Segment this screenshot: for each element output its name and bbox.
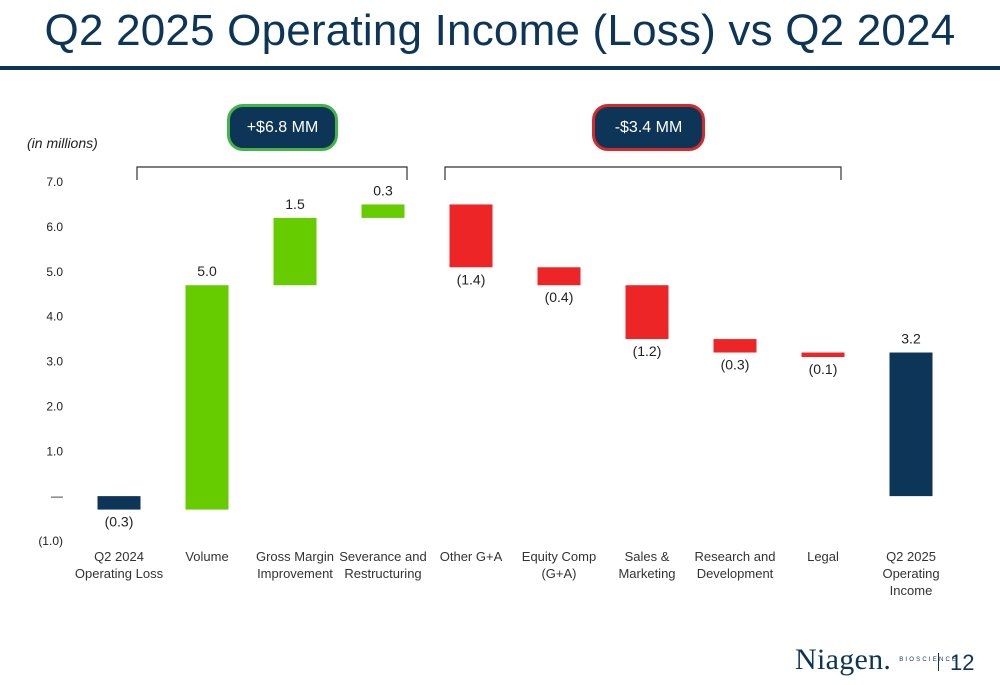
category-label: Restructuring [344,566,421,581]
category-label: Q2 2025 [886,549,936,564]
category-label: Improvement [257,566,333,581]
bar-data-label: 3.2 [901,331,921,347]
y-tick-label: 4.0 [46,310,63,324]
category-label: Marketing [618,566,675,581]
bar-data-label: 5.0 [197,263,217,279]
logo-subtext: BIOSCIENCE [899,657,959,663]
waterfall-bar [801,352,845,358]
category-label: Operating [882,566,939,581]
waterfall-bar [97,496,141,510]
logo-divider [938,653,939,671]
bar-data-label: (0.3) [105,514,134,530]
category-label: Operating Loss [75,566,164,581]
category-label: Sales & [625,549,670,564]
bar-data-label: (1.4) [457,271,486,287]
category-label: Equity Comp [522,549,596,564]
waterfall-bar [713,339,757,353]
units-label: (in millions) [27,135,98,151]
negative-impact-callout: -$3.4 MM [592,104,705,151]
waterfall-bar [625,285,669,340]
company-logo: Niagen. BIOSCIENCE [795,643,958,677]
positive-impact-callout: +$6.8 MM [227,104,338,151]
category-label: (G+A) [541,566,576,581]
bar-data-label: 0.3 [373,182,393,198]
y-tick-label: 5.0 [46,265,63,279]
waterfall-bar [185,285,229,510]
waterfall-bar [361,204,405,218]
y-tick-label: (1.0) [38,534,63,548]
y-tick-label: 2.0 [46,399,63,413]
category-label: Income [890,583,933,598]
category-label: Severance and [339,549,426,564]
category-label: Volume [185,549,228,564]
title-divider [0,66,1000,70]
bar-data-label: 1.5 [285,196,305,212]
y-tick-label: 7.0 [46,175,63,189]
page-number: 12 [950,650,975,675]
category-label: Other G+A [440,549,503,564]
bar-data-label: (0.1) [809,361,838,377]
category-label: Gross Margin [256,549,334,564]
waterfall-bar [889,352,933,497]
y-tick-label: 3.0 [46,355,63,369]
category-label: Q2 2024 [94,549,144,564]
y-tick-label: — [51,489,63,503]
positive-impact-text: +$6.8 MM [246,118,319,136]
waterfall-bar [273,217,317,286]
category-label: Development [697,566,774,581]
negative-impact-text: -$3.4 MM [614,118,683,136]
y-tick-label: 6.0 [46,220,63,234]
logo-wordmark: Niagen. [795,643,892,676]
bar-data-label: (0.4) [545,289,574,305]
waterfall-bar [449,204,493,268]
bracket-line [136,166,408,180]
y-tick-label: 1.0 [46,444,63,458]
waterfall-bar [537,267,581,286]
page-title: Q2 2025 Operating Income (Loss) vs Q2 20… [44,6,956,55]
category-label: Legal [807,549,839,564]
category-label: Research and [695,549,776,564]
bar-data-label: (1.2) [633,343,662,359]
bracket-line [444,166,842,180]
bar-data-label: (0.3) [721,357,750,373]
